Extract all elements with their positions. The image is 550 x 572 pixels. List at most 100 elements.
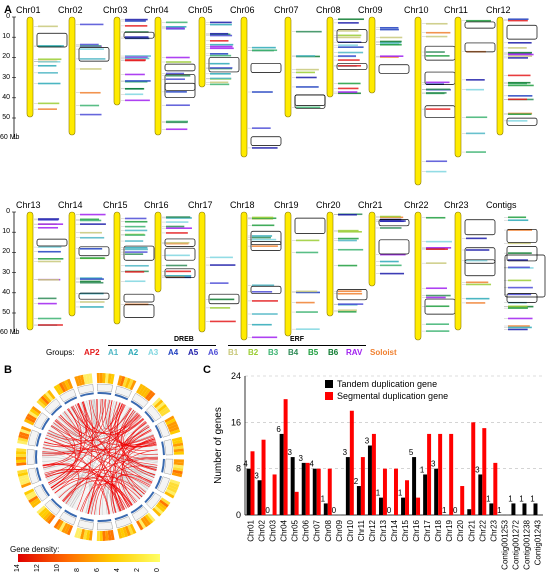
group-legend-a4: A4: [168, 348, 179, 357]
gene-label: [296, 328, 320, 330]
gene-label: [38, 82, 61, 85]
gene-label: [166, 225, 185, 228]
gene-cluster-box: [424, 45, 456, 61]
gene-label: [508, 81, 531, 84]
gene-density-tick: 6: [94, 568, 101, 572]
segmental-duplication-link: [78, 403, 144, 435]
gene-density-segment: [36, 505, 46, 515]
gene-label: [166, 217, 192, 219]
chromosome-tick-ring: [50, 405, 63, 416]
chromosome-ring-segment: [157, 420, 170, 438]
bar-segmental: [405, 480, 410, 515]
gene-cluster-box: [506, 293, 538, 303]
gene-cluster-box: [378, 219, 410, 227]
gene-density-segment: [138, 385, 146, 396]
segmental-duplication-link: [42, 464, 79, 505]
gene-density-segment: [173, 464, 184, 469]
y-tick-label: 0: [236, 510, 241, 520]
chromosome-chr07: [284, 16, 326, 118]
gene-density-segment: [85, 373, 91, 385]
gene-label: [508, 113, 532, 116]
gene-label: [252, 290, 273, 293]
segmental-duplication-link: [122, 425, 149, 495]
bar-segmental: [382, 468, 387, 515]
chromosome-tick-ring: [41, 483, 50, 497]
mb-axis-tick: 0: [6, 208, 10, 215]
gene-label: [508, 98, 528, 101]
gene-label: [80, 281, 104, 284]
gene-label: [380, 41, 402, 44]
chromosome-bar: [368, 211, 376, 287]
gene-density-segment: [127, 378, 134, 390]
chromosome-tick-ring: [64, 396, 78, 405]
gene-density-segment: [56, 383, 64, 394]
chromosome-tick-ring: [35, 432, 42, 447]
segmental-duplication-link: [121, 421, 147, 498]
gene-label: [338, 237, 359, 240]
x-tick-label: Chr18: [434, 519, 443, 541]
bar-tandem: [489, 503, 494, 515]
synteny-link: [65, 399, 95, 504]
segmental-duplication-link: [42, 418, 144, 453]
gene-label: [466, 281, 489, 284]
gene-density-segment: [105, 373, 109, 384]
gene-density-segment: [157, 501, 168, 511]
bar-tandem: [290, 457, 295, 515]
gene-density-segment: [142, 388, 151, 399]
bar-segmental: [272, 474, 277, 515]
gene-density-segment: [105, 530, 109, 541]
chromosome-tick-ring: [144, 410, 155, 423]
gene-label: [338, 92, 361, 95]
gene-label: [80, 213, 106, 216]
chromosome-label-chr23: Chr23: [444, 200, 469, 210]
synteny-link: [42, 434, 154, 451]
mb-axis-tick: 0: [6, 13, 10, 20]
gene-label: [125, 18, 148, 21]
gene-density-segment: [165, 418, 176, 426]
gene-cluster-box: [208, 293, 240, 305]
gene-density-segment: [56, 520, 64, 531]
gene-density-segment: [144, 390, 154, 400]
gene-label: [466, 116, 488, 119]
legend-entry: Tandem duplication gene: [337, 379, 437, 389]
gene-label: [80, 58, 106, 60]
gene-label: [466, 237, 487, 240]
gene-label: [166, 276, 185, 278]
chromosome-tick-ring: [130, 504, 143, 514]
gene-density-segment: [88, 373, 93, 384]
panel-c-letter: C: [203, 364, 211, 376]
legend-swatch: [325, 392, 333, 400]
group-legend-b4: B4: [288, 348, 299, 357]
chromosome-label-chr02: Chr02: [58, 5, 83, 15]
gene-density-segment: [172, 469, 183, 475]
gene-label: [296, 239, 320, 242]
chromosome-tick-ring: [80, 516, 94, 522]
x-tick-label: Chr09: [335, 519, 344, 541]
gene-label: [125, 229, 148, 232]
gene-label: [166, 221, 189, 223]
gene-cluster-box: [294, 94, 326, 106]
gene-label: [80, 218, 100, 221]
chromosome-label-chr04: Chr04: [144, 5, 169, 15]
gene-label: [125, 248, 148, 251]
chromosome-chr20: [326, 211, 368, 317]
chromosome-label-chr03: Chr03: [103, 5, 128, 15]
gene-density-segment: [40, 395, 50, 405]
gene-label: [466, 249, 490, 251]
gene-density-segment: [153, 505, 164, 515]
chromosome-bar: [454, 211, 462, 331]
x-tick-label: Chr15: [401, 519, 410, 541]
gene-density-segment: [16, 462, 27, 466]
gene-label: [252, 235, 273, 237]
gene-density-segment: [119, 527, 126, 538]
x-tick-label: Contig001238: [522, 519, 531, 569]
gene-label: [338, 311, 357, 313]
gene-cluster-box: [294, 94, 326, 109]
segmental-duplication-link: [114, 408, 132, 508]
gene-label: [166, 128, 188, 131]
tandem-value-label: 6: [276, 425, 281, 434]
group-legend-a3: A3: [148, 348, 159, 357]
group-legend-a1: A1: [108, 348, 119, 357]
segmental-duplication-link: [45, 437, 111, 515]
synteny-link: [46, 472, 81, 507]
